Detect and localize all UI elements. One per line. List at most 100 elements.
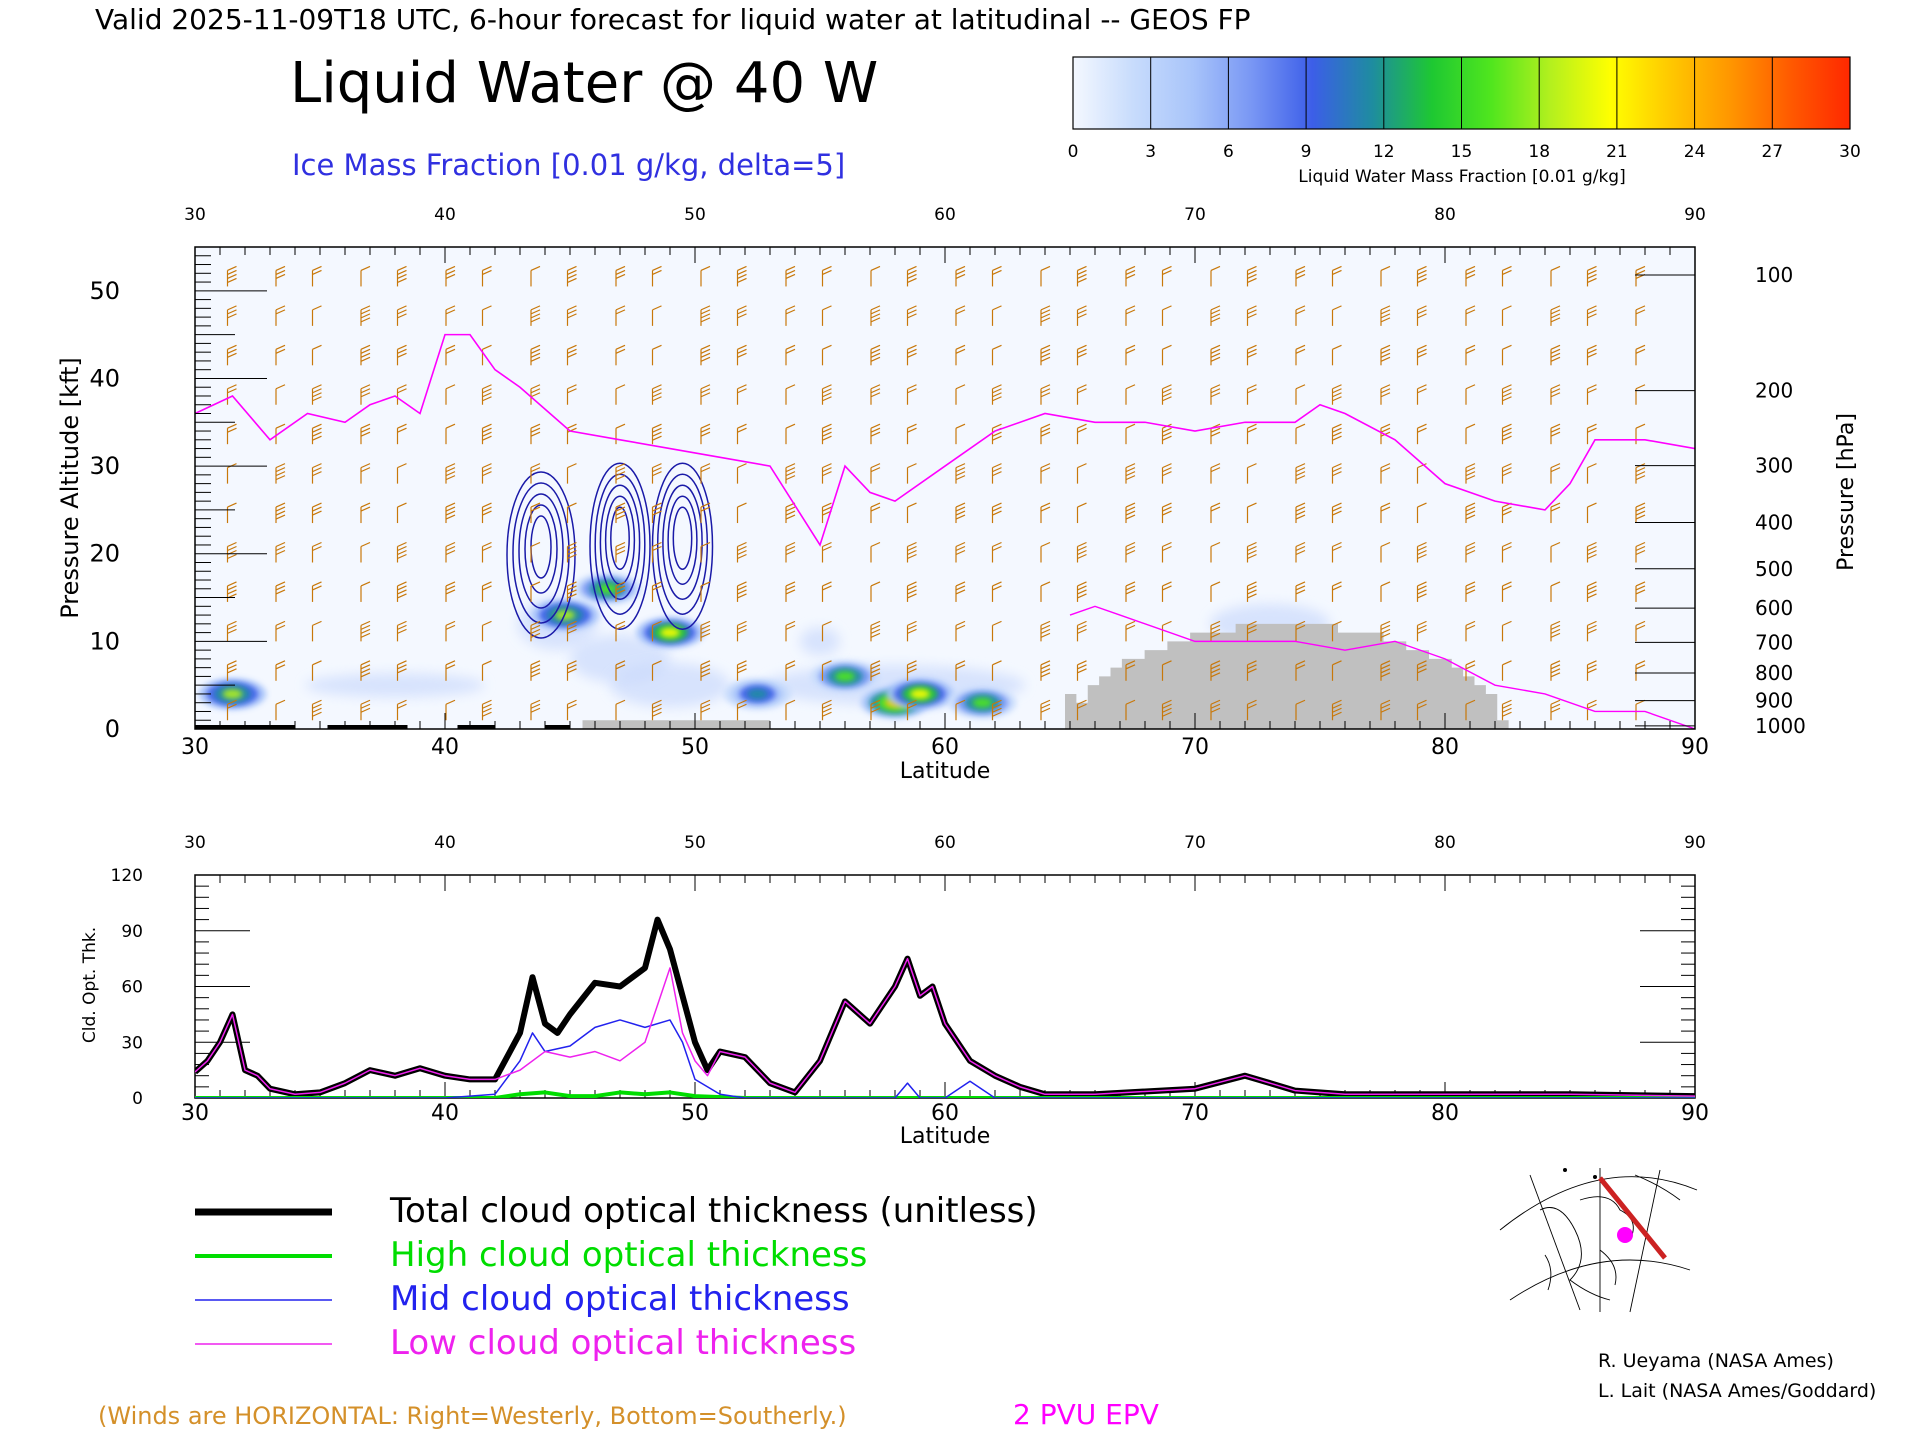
wind-barb — [615, 699, 626, 721]
wind-barb — [566, 463, 577, 484]
wind-barb — [1295, 541, 1306, 563]
wind-barb — [991, 699, 1002, 721]
wind-barb — [1465, 265, 1476, 287]
wind-barb — [1040, 305, 1051, 326]
wind-barb — [1076, 384, 1087, 405]
wind-barb — [906, 620, 917, 642]
wind-barb — [396, 344, 407, 366]
wind-barb — [1161, 265, 1172, 287]
wind-barb — [530, 463, 541, 484]
wind-barb — [226, 699, 237, 721]
wind-barb — [1550, 581, 1561, 602]
wind-barb — [445, 620, 456, 642]
wind-barb — [651, 699, 662, 721]
liquid-water-cell — [835, 671, 855, 682]
liquid-water-cell — [747, 688, 768, 699]
credit-lait: L. Lait (NASA Ames/Goddard) — [1598, 1380, 1876, 1402]
wind-barb — [870, 581, 881, 602]
wind-barb — [906, 344, 917, 366]
wind-barb — [396, 699, 407, 721]
wind-barb — [700, 344, 711, 366]
wind-barb — [1586, 463, 1597, 484]
wind-barb — [1331, 541, 1342, 563]
wind-barb — [651, 344, 662, 366]
bottom-left-tick-label: 0 — [132, 1089, 143, 1109]
wind-barb — [955, 344, 966, 366]
wind-barb — [481, 384, 492, 405]
wind-barb — [360, 265, 371, 287]
wind-barb — [1210, 344, 1221, 366]
bottom-tick-label: 70 — [1181, 1101, 1209, 1126]
wind-barb — [1586, 384, 1597, 405]
wind-barb — [1586, 660, 1597, 681]
wind-barb — [1465, 384, 1476, 405]
wind-barb — [481, 541, 492, 563]
wind-barb — [785, 660, 796, 681]
wind-barb — [615, 265, 626, 287]
wind-barb — [615, 463, 626, 484]
wind-barb — [1416, 581, 1427, 602]
wind-barb — [1635, 344, 1646, 366]
wind-barb — [360, 502, 371, 524]
wind-barb — [1161, 384, 1172, 405]
wind-barb — [275, 305, 286, 326]
wind-barb — [311, 344, 322, 366]
wind-barb — [396, 423, 407, 445]
wind-barb — [1635, 384, 1646, 405]
top-right-tick-label: 400 — [1755, 510, 1793, 534]
wind-barb — [360, 423, 371, 445]
wind-barb — [906, 502, 917, 524]
wind-barb — [870, 502, 881, 524]
bottom-top-tick-label: 80 — [1434, 833, 1456, 853]
wind-barb — [1550, 265, 1561, 287]
wind-barb — [955, 660, 966, 681]
wind-barb — [906, 423, 917, 445]
wind-barb — [396, 502, 407, 524]
wind-barb — [615, 541, 626, 563]
wind-barb — [615, 305, 626, 326]
wind-barb — [1331, 423, 1342, 445]
bottom-left-tick-label: 60 — [121, 978, 143, 998]
wind-barb — [870, 463, 881, 484]
wind-barb — [906, 384, 917, 405]
wind-barb — [821, 423, 832, 445]
wind-barb — [275, 581, 286, 602]
wind-barb — [1125, 620, 1136, 642]
wind-barb — [700, 463, 711, 484]
wind-barb — [1125, 344, 1136, 366]
wind-barb — [1416, 699, 1427, 721]
colorbar-tick-label: 18 — [1528, 142, 1550, 162]
wind-barb — [1501, 265, 1512, 287]
surface-marker — [545, 725, 570, 729]
wind-barb — [991, 384, 1002, 405]
wind-barb — [736, 660, 747, 681]
wind-barb — [530, 265, 541, 287]
wind-barb — [1416, 265, 1427, 287]
wind-barb — [530, 305, 541, 326]
terrain-strip — [582, 720, 770, 729]
top-right-tick-label: 700 — [1755, 630, 1793, 654]
top-bottom-tick-label: 60 — [931, 735, 959, 760]
wind-barb — [1465, 541, 1476, 563]
wind-barb — [1040, 541, 1051, 563]
wind-barb — [1295, 502, 1306, 524]
legend-label: Mid cloud optical thickness — [390, 1279, 850, 1319]
wind-barb — [651, 305, 662, 326]
wind-barb — [1465, 581, 1476, 602]
wind-barb — [615, 502, 626, 524]
wind-barb — [481, 305, 492, 326]
wind-barb — [736, 463, 747, 484]
wind-barb — [1161, 344, 1172, 366]
inset-map — [1497, 1165, 1698, 1315]
bottom-plot-frame — [194, 874, 1696, 1099]
wind-barb — [955, 541, 966, 563]
top-bottom-tick-label: 50 — [681, 735, 709, 760]
wind-barb — [396, 620, 407, 642]
wind-barb — [566, 305, 577, 326]
wind-barb — [785, 463, 796, 484]
wind-barb — [736, 423, 747, 445]
bottom-left-tick-label: 30 — [121, 1033, 143, 1053]
wind-barb — [311, 502, 322, 524]
wind-barb — [445, 305, 456, 326]
wind-barb — [1161, 699, 1172, 721]
